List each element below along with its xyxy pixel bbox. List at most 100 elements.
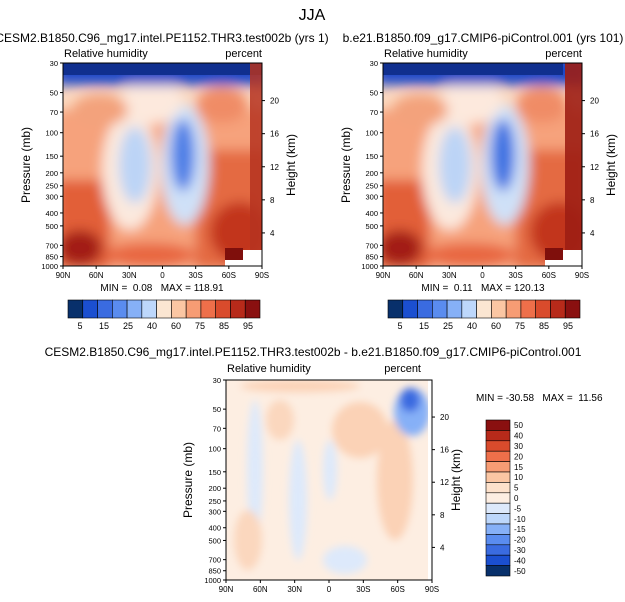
- y-tick-label: 150: [208, 468, 221, 477]
- colorbar-swatch: [550, 299, 566, 319]
- y-tick-label: 100: [365, 129, 378, 138]
- x-tick-label: 30S: [509, 271, 523, 280]
- colorbar-swatch: [97, 299, 113, 319]
- colorbar-label: 25: [443, 321, 453, 331]
- colorbar-label: 60: [171, 321, 181, 331]
- colorbar-swatch: [485, 565, 511, 577]
- y-tick-label: 30: [50, 59, 58, 68]
- x-tick-label: 30S: [189, 271, 203, 280]
- contour-field: [226, 380, 432, 580]
- colorbar-swatch: [485, 534, 511, 546]
- y-right-tick-label: 16: [590, 130, 599, 139]
- y-tick-label: 700: [45, 241, 58, 250]
- y-tick-label: 850: [208, 567, 221, 576]
- colorbar-label: 75: [195, 321, 205, 331]
- y-tick-label: 700: [208, 556, 221, 565]
- colorbar-label: 15: [419, 321, 429, 331]
- panel-model: CESM2.B1850.C96_mg17.intel.PE1152.THR3.t…: [0, 31, 329, 294]
- subtitle-right: percent: [225, 48, 262, 60]
- x-tick-label: 90N: [376, 271, 391, 280]
- colorbar-label: 50: [514, 421, 523, 430]
- colorbar-swatch: [126, 299, 143, 319]
- colorbar-label: 75: [515, 321, 525, 331]
- colorbar-swatch: [461, 299, 477, 319]
- y-right-tick-label: 4: [270, 229, 275, 238]
- colorbar-label: 30: [514, 442, 523, 451]
- x-tick-label: 0: [160, 271, 165, 280]
- y-tick-label: 400: [365, 209, 378, 218]
- x-tick-label: 90S: [575, 271, 589, 280]
- colorbar-label: -30: [514, 546, 526, 555]
- x-tick-label: 60S: [222, 271, 236, 280]
- colorbar-swatch: [535, 299, 551, 319]
- subtitle-left: Relative humidity: [64, 48, 148, 60]
- y-tick-label: 1000: [204, 576, 221, 585]
- x-tick-label: 60S: [542, 271, 556, 280]
- colorbar-swatch: [491, 299, 507, 319]
- y-axis-right-label: Height (km): [284, 134, 298, 196]
- colorbar-label: -5: [514, 504, 522, 513]
- colorbar-label: 85: [539, 321, 549, 331]
- colorbar-label: 10: [514, 473, 523, 482]
- colorbar-swatch: [485, 471, 511, 483]
- x-tick-label: 30N: [287, 585, 302, 594]
- colorbar-label: 25: [123, 321, 133, 331]
- colorbar-swatch: [520, 299, 536, 319]
- colorbar-label: 85: [219, 321, 229, 331]
- y-axis-label: Pressure (mb): [19, 127, 33, 203]
- colorbar-label: -20: [514, 536, 526, 545]
- colorbar-swatch: [485, 492, 511, 504]
- colorbar-label: 5: [397, 321, 402, 331]
- colorbar-swatch: [485, 502, 511, 514]
- y-tick-label: 150: [45, 152, 58, 161]
- colorbar-label: -50: [514, 567, 526, 576]
- colorbar-swatch: [446, 299, 463, 319]
- colorbar-label: 5: [77, 321, 82, 331]
- colorbar-label: 15: [514, 463, 523, 472]
- y-tick-label: 400: [45, 209, 58, 218]
- min-max-stats: MIN = -30.58 MAX = 11.56: [476, 393, 603, 404]
- y-right-tick-label: 20: [270, 97, 279, 106]
- y-axis-right-label: Height (km): [449, 449, 463, 511]
- subtitle-left: Relative humidity: [384, 48, 468, 60]
- y-right-tick-label: 4: [590, 229, 595, 238]
- y-right-tick-label: 16: [440, 446, 449, 455]
- y-tick-label: 50: [50, 89, 58, 98]
- colorbar-swatch: [141, 299, 157, 319]
- panel-title: b.e21.B1850.f09_g17.CMIP6-piControl.001 …: [343, 31, 624, 45]
- contour-field: [383, 63, 582, 266]
- colorbar-label: -40: [514, 556, 526, 565]
- panel-difference: CESM2.B1850.C96_mg17.intel.PE1152.THR3.t…: [45, 345, 603, 594]
- colorbar-swatch: [505, 299, 522, 319]
- y-right-tick-label: 20: [440, 413, 449, 422]
- colorbar-swatch: [156, 299, 172, 319]
- y-tick-label: 1000: [361, 262, 378, 271]
- colorbar-swatch: [417, 299, 433, 319]
- colorbar-label: 20: [514, 452, 523, 461]
- y-tick-label: 50: [213, 405, 221, 414]
- colorbar-label: 5: [514, 484, 519, 493]
- colorbar-label: 15: [99, 321, 109, 331]
- y-tick-label: 150: [365, 152, 378, 161]
- y-right-tick-label: 20: [590, 97, 599, 106]
- y-tick-label: 300: [208, 507, 221, 516]
- axes: 90N 60N 30N 0 30S 60S 90S 30 50 70 100 150 200 250300…: [361, 59, 599, 280]
- x-tick-label: 30N: [122, 271, 137, 280]
- colorbar-label: 60: [491, 321, 501, 331]
- y-tick-label: 70: [213, 424, 221, 433]
- colorbar-swatch: [485, 461, 511, 473]
- colorbar-top: 5 15 25 40 60 75 85 95: [67, 299, 261, 331]
- colorbar-swatch: [244, 299, 261, 319]
- colorbar-swatch: [215, 299, 231, 319]
- y-tick-label: 250: [208, 497, 221, 506]
- y-tick-label: 70: [370, 108, 378, 117]
- y-tick-label: 30: [213, 376, 221, 385]
- y-tick-label: 850: [365, 253, 378, 262]
- colorbar-label: -15: [514, 525, 526, 534]
- y-right-tick-label: 8: [440, 511, 445, 520]
- y-tick-label: 100: [45, 129, 58, 138]
- colorbar-swatch: [485, 430, 511, 442]
- colorbar-swatch: [171, 299, 187, 319]
- x-tick-label: 90S: [425, 585, 439, 594]
